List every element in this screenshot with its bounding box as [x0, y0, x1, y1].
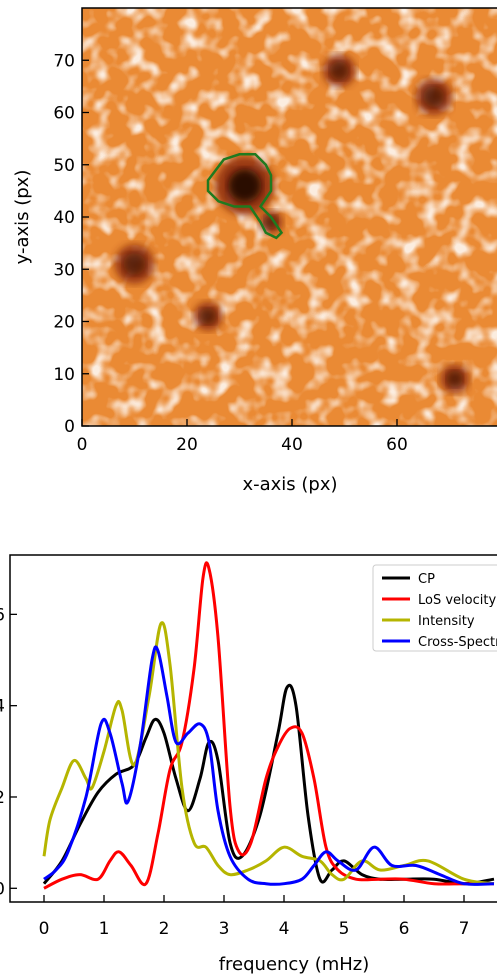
- heatmap-spot-core-4: [330, 61, 349, 80]
- line-y-tick-label: 4: [0, 697, 5, 717]
- heatmap-y-tick-label: 10: [53, 365, 75, 385]
- heatmap-x-ticks: 0 20 40 60: [77, 419, 408, 455]
- heatmap-y-tick-label: 40: [53, 208, 75, 228]
- heatmap-y-tick-label: 30: [53, 260, 75, 280]
- line-chart-panel: 0 1 2 3 4 5 6 7 0 2 4 6 frequency (mHz) CP LoS vel…: [0, 554, 497, 975]
- heatmap-spot-core-0: [228, 169, 262, 203]
- heatmap-contour: [206, 153, 284, 240]
- heatmap-x-tick-label: 20: [176, 435, 198, 455]
- heatmap-y-tick-label: 20: [53, 313, 75, 333]
- heatmap-x-axis-label: x-axis (px): [242, 474, 337, 495]
- heatmap-x-tick-label: 0: [77, 435, 88, 455]
- heatmap-y-tick-label: 0: [64, 417, 75, 437]
- legend: CP LoS velocity Intensity Cross-Spectrum: [372, 564, 497, 652]
- heatmap-y-axis-label: y-axis (px): [12, 170, 33, 265]
- line-x-tick-label: 4: [279, 919, 290, 939]
- line-y-tick-label: 6: [0, 605, 5, 625]
- legend-label-intensity: Intensity: [418, 614, 475, 629]
- heatmap-spot-core-6: [446, 370, 463, 388]
- heatmap-x-tick-label: 40: [281, 435, 303, 455]
- heatmap-panel: 0 20 40 60 0 10 20 30 40 50 60 70 x-axis (px) y-ax…: [12, 7, 497, 495]
- line-x-tick-label: 6: [399, 919, 410, 939]
- legend-box: [372, 564, 497, 652]
- series-line-cp: [42, 683, 495, 886]
- heatmap-spot-core-3: [199, 308, 217, 325]
- series-line-los: [43, 561, 494, 890]
- line-x-tick-label: 1: [99, 919, 110, 939]
- series-line-intensity: [42, 621, 495, 886]
- line-series-group: [42, 561, 495, 890]
- line-y-ticks: 0 2 4 6: [0, 605, 17, 899]
- line-x-axis-label: frequency (mHz): [219, 954, 370, 975]
- line-y-tick-label: 0: [0, 879, 5, 899]
- line-x-tick-label: 0: [39, 919, 50, 939]
- heatmap-spot-core-5: [423, 86, 445, 108]
- heatmap-y-ticks: 0 10 20 30 40 50 60 70: [53, 51, 89, 437]
- legend-label-los: LoS velocity: [418, 593, 496, 608]
- line-x-tick-label: 3: [219, 919, 230, 939]
- heatmap-y-tick-label: 70: [53, 51, 75, 71]
- line-x-ticks: 0 1 2 3 4 5 6 7: [39, 895, 470, 939]
- heatmap-dark-spots: [114, 54, 470, 394]
- line-x-tick-label: 7: [459, 919, 470, 939]
- heatmap-y-tick-label: 60: [53, 104, 75, 124]
- legend-label-cross: Cross-Spectrum: [418, 635, 497, 650]
- line-x-tick-label: 5: [339, 919, 350, 939]
- heatmap-y-tick-label: 50: [53, 156, 75, 176]
- heatmap-texture: [82, 8, 497, 426]
- heatmap-spot-core-1: [264, 215, 278, 229]
- line-chart-frame: [9, 554, 497, 903]
- heatmap-spot-core-2: [123, 253, 146, 276]
- line-x-tick-label: 2: [159, 919, 170, 939]
- line-y-tick-label: 2: [0, 788, 5, 808]
- series-line-cross: [43, 645, 495, 886]
- legend-label-cp: CP: [418, 572, 435, 587]
- heatmap-x-tick-label: 60: [386, 435, 408, 455]
